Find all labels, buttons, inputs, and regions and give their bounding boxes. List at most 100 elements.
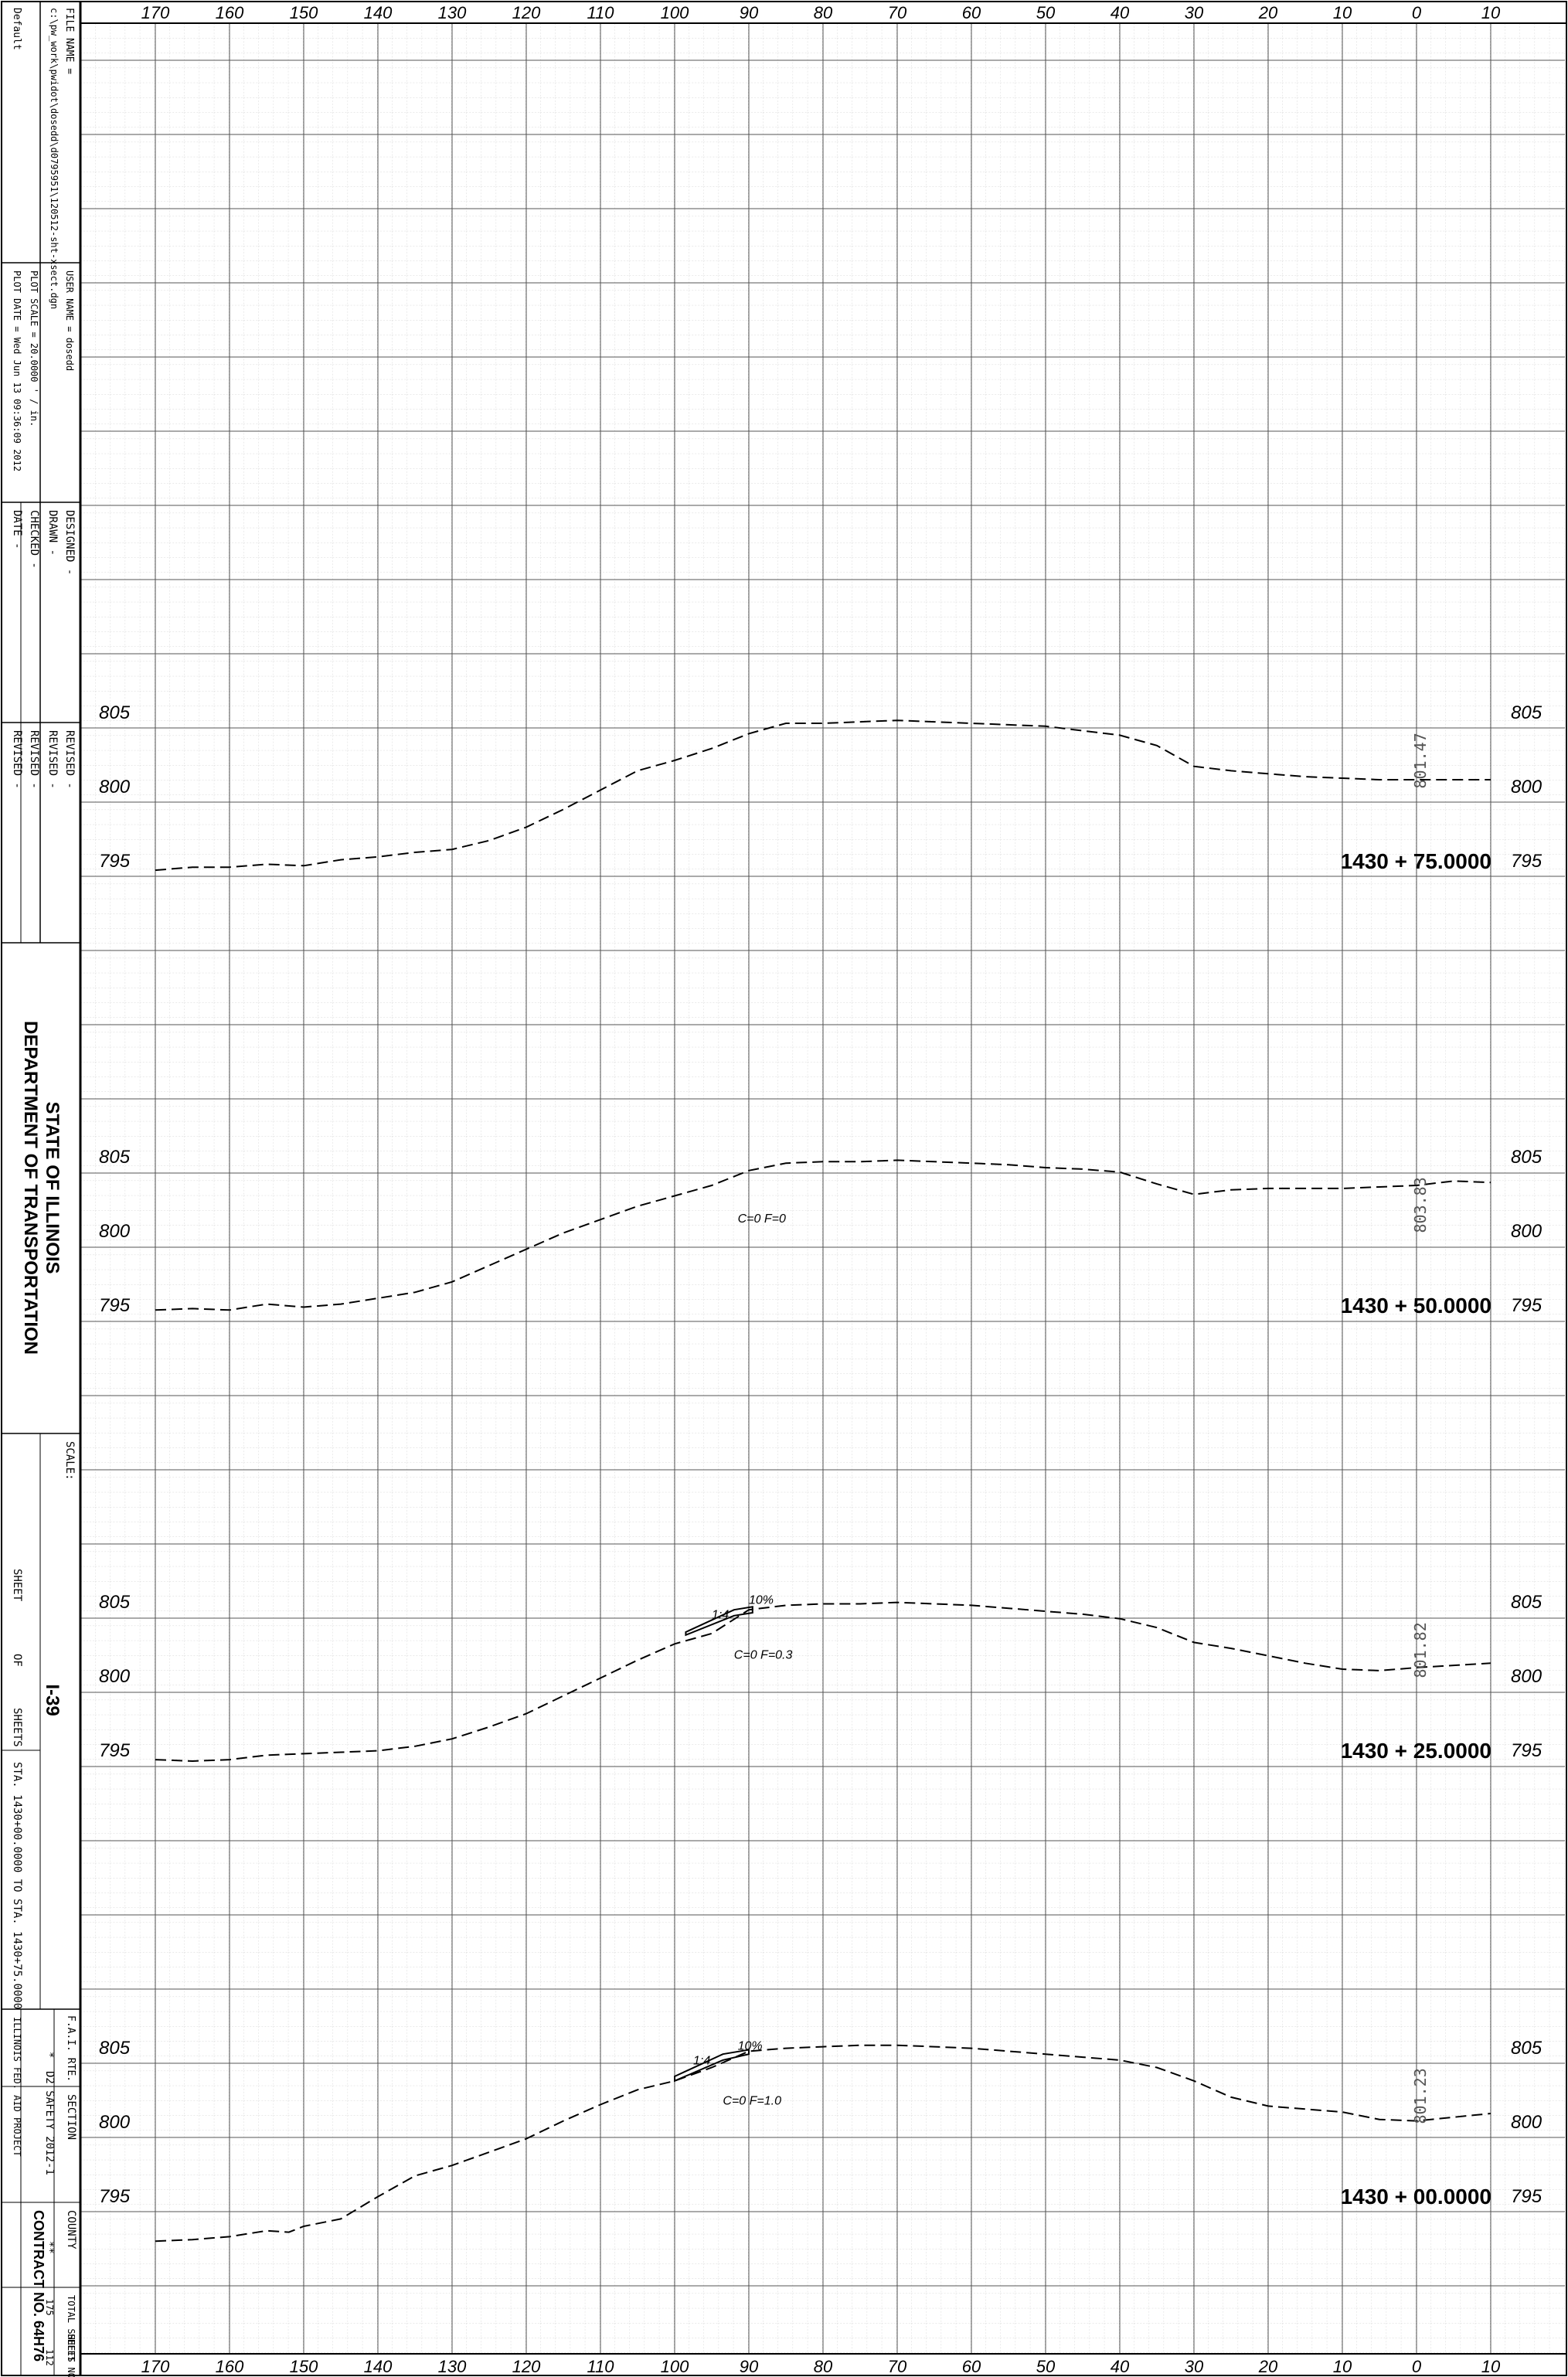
offset-tick-label: 130 xyxy=(438,3,467,22)
elev-label-right: 800 xyxy=(1511,777,1542,797)
designed-label: DESIGNED - xyxy=(63,510,76,575)
date-label: DATE - xyxy=(11,510,23,549)
cross-section: 805 805 800 800 795 795 C=0 F=1.0 1:4 10% 801.23 1… xyxy=(99,2038,1542,2243)
offset-tick-label: 0 xyxy=(1412,2357,1422,2376)
elev-label-left: 805 xyxy=(99,1147,131,1168)
fa-rte-label: F.A.I. RTE. xyxy=(65,2015,77,2082)
section-annotation: 1:4 xyxy=(712,1609,729,1622)
existing-ground-line xyxy=(155,2044,1491,2243)
elev-label-right: 795 xyxy=(1511,851,1542,872)
offset-tick-label: 160 xyxy=(216,3,244,22)
route-label: I-39 xyxy=(42,1684,63,1716)
offset-tick-label: 20 xyxy=(1258,3,1278,22)
offset-tick-label: 120 xyxy=(512,2357,541,2376)
scale-label: SCALE: xyxy=(63,1441,76,1481)
offset-tick-label: 120 xyxy=(512,3,541,22)
offset-tick-label: 10 xyxy=(1481,2357,1501,2376)
elev-label-right: 795 xyxy=(1511,2186,1542,2207)
station-label: 1430 + 75.0000 xyxy=(1341,849,1491,873)
offset-tick-label: 10 xyxy=(1481,3,1501,22)
section-label: SECTION xyxy=(65,2094,77,2140)
offset-tick-label: 30 xyxy=(1185,3,1204,22)
section-annotation: 10% xyxy=(749,1593,774,1607)
existing-ground-line xyxy=(155,1159,1491,1311)
offset-tick-label: 50 xyxy=(1036,3,1056,22)
elev-label-right: 800 xyxy=(1511,1221,1542,1242)
offset-tick-label: 50 xyxy=(1036,2357,1056,2376)
section-annotation: C=0 F=0.3 xyxy=(734,1649,793,1662)
cross-section: 805 805 800 800 795 795 C=0 F=0.3 1:4 10% 801.82 1… xyxy=(99,1592,1542,1763)
title-block: Default FILE NAME = c:\pw_work\pwidot\do… xyxy=(2,2,82,2377)
offset-tick-label: 150 xyxy=(290,3,318,22)
agency-line-2: DEPARTMENT OF TRANSPORTATION xyxy=(20,1021,41,1355)
offset-tick-label: 100 xyxy=(661,2357,689,2376)
sheet-no-label: SHEET NO. xyxy=(66,2334,77,2377)
existing-ground-line xyxy=(155,1601,1491,1763)
bottom-offset-axis: 170 160 150 140 130 120 110 100 90 80 70 60 50 40 30 20… xyxy=(141,2357,1501,2376)
file-name-label: FILE NAME = xyxy=(63,8,75,74)
total-sheets-label: TOTAL SHEETS xyxy=(66,2295,77,2362)
centerline-elevation: 801.82 xyxy=(1411,1622,1430,1678)
proposed-slope xyxy=(674,2049,750,2083)
drawn-label: DRAWN - xyxy=(46,510,59,556)
offset-tick-label: 170 xyxy=(141,2357,170,2376)
elev-label-right: 800 xyxy=(1511,1666,1542,1687)
offset-tick-label: 80 xyxy=(814,3,833,22)
cross-section: 805 805 800 800 795 795 C=0 F=0 803.83 1430 + 50… xyxy=(99,1147,1542,1318)
offset-tick-label: 60 xyxy=(962,3,981,22)
elev-label-left: 795 xyxy=(99,1740,131,1761)
elev-label-left: 800 xyxy=(99,2112,131,2133)
of-label: OF xyxy=(11,1654,23,1667)
offset-tick-label: 80 xyxy=(814,2357,833,2376)
station-label: 1430 + 00.0000 xyxy=(1341,2185,1491,2209)
offset-tick-label: 90 xyxy=(740,3,759,22)
elev-label-left: 805 xyxy=(99,702,131,723)
section-annotation: 1:4 xyxy=(693,2055,710,2068)
offset-tick-label: 90 xyxy=(740,2357,759,2376)
elev-label-left: 805 xyxy=(99,2038,131,2059)
elev-label-left: 800 xyxy=(99,777,131,797)
elev-label-left: 795 xyxy=(99,851,131,872)
station-range: STA. 1430+00.0000 TO STA. 1430+75.0000 xyxy=(11,1762,23,2009)
county-value: ** xyxy=(43,2241,56,2254)
elev-label-right: 795 xyxy=(1511,1740,1542,1761)
top-offset-axis: 170 160 150 140 130 120 110 100 90 80 70 60 50 40 30 20… xyxy=(141,3,1501,22)
section-annotation: C=0 F=0 xyxy=(738,1212,786,1226)
offset-tick-label: 60 xyxy=(962,2357,981,2376)
revised-label-3: REVISED - xyxy=(28,730,40,789)
revised-label-2: REVISED - xyxy=(46,730,59,789)
offset-tick-label: 20 xyxy=(1258,2357,1278,2376)
offset-tick-label: 70 xyxy=(888,3,907,22)
plot-scale-label: PLOT SCALE = 20.0000 ' / in. xyxy=(29,270,39,427)
centerline-elevation: 801.47 xyxy=(1411,733,1430,788)
elev-label-left: 795 xyxy=(99,2186,131,2207)
elev-label-left: 805 xyxy=(99,1592,131,1613)
file-name-value: c:\pw_work\pwidot\dosedd\d0795951\120512… xyxy=(49,8,60,309)
offset-tick-label: 140 xyxy=(364,2357,393,2376)
section-value: D2 SAFETY 2012-1 xyxy=(43,2071,56,2175)
cross-sections: 805 805 800 800 795 795 801.47 1430 + 75.0000 80… xyxy=(99,702,1542,2243)
offset-tick-label: 40 xyxy=(1111,2357,1130,2376)
offset-tick-label: 110 xyxy=(587,3,614,22)
user-name-label: USER NAME = dosedd xyxy=(64,270,75,371)
elev-label-right: 805 xyxy=(1511,2038,1542,2059)
station-label: 1430 + 25.0000 xyxy=(1341,1739,1491,1763)
revised-label-4: REVISED - xyxy=(11,730,23,789)
offset-tick-label: 70 xyxy=(888,2357,907,2376)
elev-label-right: 805 xyxy=(1511,1592,1542,1613)
offset-tick-label: 110 xyxy=(587,2357,614,2376)
elev-label-right: 800 xyxy=(1511,2112,1542,2133)
total-sheets-value: 175 xyxy=(44,2299,55,2316)
offset-tick-label: 160 xyxy=(216,2357,244,2376)
checked-label: CHECKED - xyxy=(28,510,40,569)
revised-label-1: REVISED - xyxy=(63,730,76,789)
offset-tick-label: 170 xyxy=(141,3,170,22)
county-label: COUNTY xyxy=(65,2210,77,2249)
elev-label-left: 800 xyxy=(99,1221,131,1242)
elev-label-left: 800 xyxy=(99,1666,131,1687)
sheet-label: SHEET xyxy=(11,1569,23,1602)
cross-section: 805 805 800 800 795 795 801.47 1430 + 75.0000 xyxy=(99,702,1542,873)
sheet-no-value: 112 xyxy=(44,2349,55,2366)
